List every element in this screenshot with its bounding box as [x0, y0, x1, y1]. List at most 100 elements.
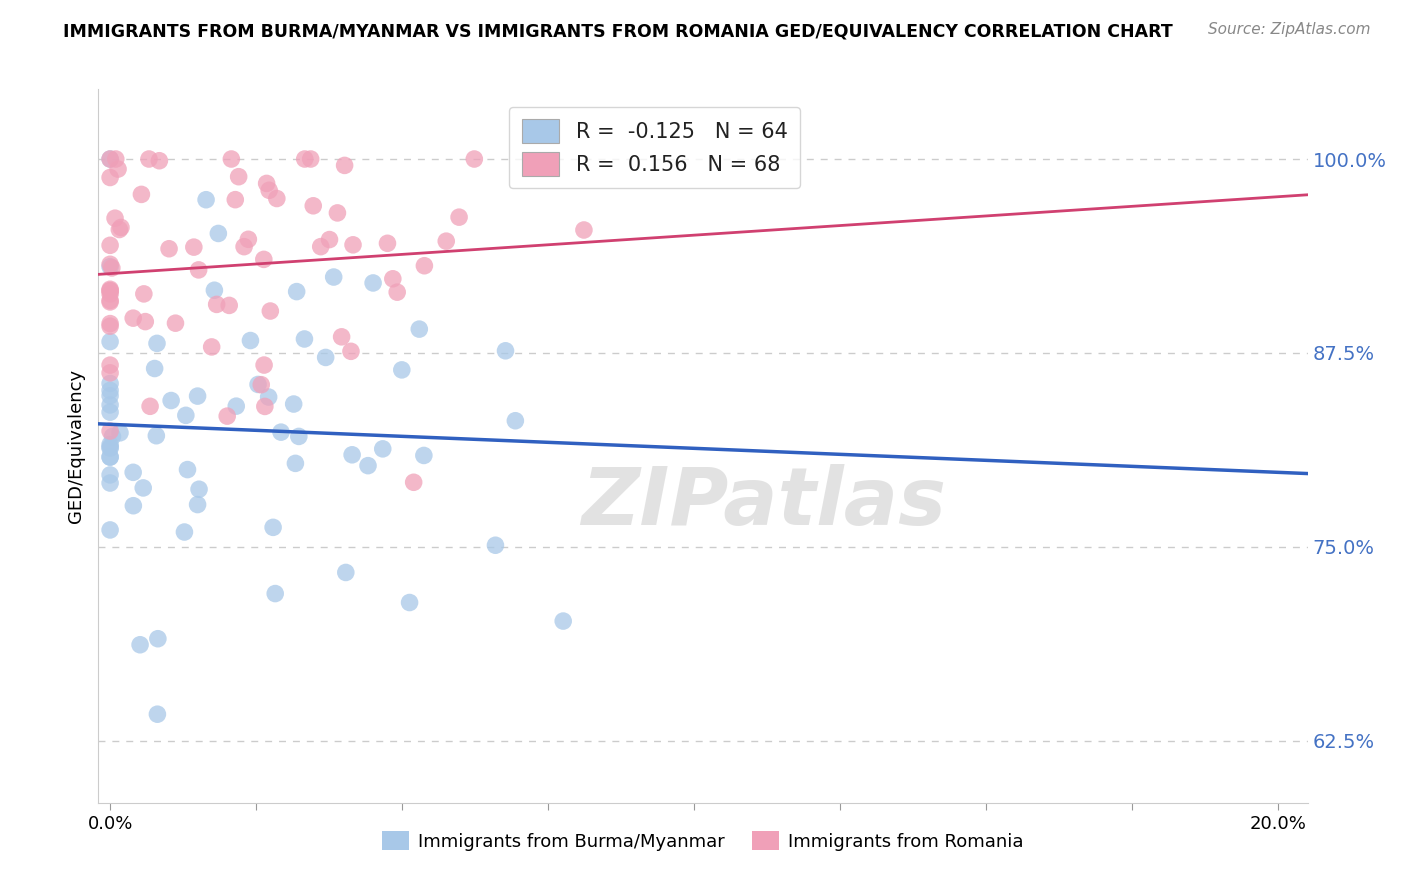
Point — [217, 409, 239, 424]
Point — [463, 152, 485, 166]
Point — [257, 183, 280, 197]
Point — [221, 152, 243, 166]
Point — [187, 498, 209, 512]
Point — [342, 237, 364, 252]
Point — [139, 400, 162, 414]
Point — [340, 344, 363, 359]
Point — [202, 283, 225, 297]
Point — [98, 257, 121, 271]
Point — [484, 538, 506, 552]
Point — [98, 260, 121, 274]
Point — [146, 336, 169, 351]
Point — [104, 211, 127, 226]
Point — [266, 192, 288, 206]
Point — [183, 240, 205, 254]
Point — [98, 398, 121, 412]
Point — [98, 286, 121, 301]
Point — [98, 170, 121, 185]
Point — [413, 259, 436, 273]
Point — [238, 232, 260, 246]
Point — [391, 363, 413, 377]
Point — [335, 566, 357, 580]
Point — [98, 405, 121, 419]
Point — [239, 334, 262, 348]
Point — [224, 193, 246, 207]
Point — [302, 199, 325, 213]
Point — [387, 285, 409, 300]
Text: Source: ZipAtlas.com: Source: ZipAtlas.com — [1208, 22, 1371, 37]
Point — [122, 466, 145, 480]
Point — [148, 153, 170, 168]
Point — [98, 334, 121, 349]
Point — [259, 304, 281, 318]
Point — [270, 425, 292, 439]
Point — [218, 298, 240, 312]
Point — [98, 437, 121, 451]
Point — [205, 297, 228, 311]
Point — [187, 389, 209, 403]
Point — [174, 409, 197, 423]
Point — [381, 272, 404, 286]
Point — [250, 377, 273, 392]
Point — [98, 424, 121, 438]
Point — [318, 233, 340, 247]
Point — [340, 448, 363, 462]
Point — [98, 440, 121, 454]
Point — [326, 206, 349, 220]
Point — [253, 400, 276, 414]
Point — [134, 315, 156, 329]
Point — [108, 425, 131, 440]
Point — [122, 311, 145, 326]
Point — [107, 162, 129, 177]
Point — [264, 586, 287, 600]
Point — [160, 393, 183, 408]
Point — [98, 152, 121, 166]
Point — [553, 614, 575, 628]
Point — [98, 284, 121, 298]
Y-axis label: GED/Equivalency: GED/Equivalency — [66, 369, 84, 523]
Point — [143, 361, 166, 376]
Point — [131, 187, 153, 202]
Point — [98, 450, 121, 464]
Point — [98, 293, 121, 308]
Point — [207, 227, 229, 241]
Point — [572, 223, 595, 237]
Point — [402, 475, 425, 490]
Point — [225, 399, 247, 413]
Point — [495, 343, 517, 358]
Point — [98, 441, 121, 455]
Point — [98, 319, 121, 334]
Point — [257, 390, 280, 404]
Point — [333, 158, 356, 172]
Point — [145, 428, 167, 442]
Point — [288, 429, 311, 443]
Point — [98, 476, 121, 491]
Point — [188, 482, 211, 496]
Point — [98, 284, 121, 298]
Point — [110, 220, 132, 235]
Point — [256, 177, 278, 191]
Point — [330, 330, 353, 344]
Point — [408, 322, 430, 336]
Point — [434, 234, 457, 248]
Point — [122, 499, 145, 513]
Point — [146, 632, 169, 646]
Point — [98, 282, 121, 296]
Point — [262, 520, 284, 534]
Point — [165, 316, 187, 330]
Point — [309, 239, 332, 253]
Point — [285, 285, 308, 299]
Point — [98, 467, 121, 482]
Point — [104, 152, 127, 166]
Point — [132, 481, 155, 495]
Point — [98, 366, 121, 380]
Point — [377, 236, 399, 251]
Point — [98, 238, 121, 252]
Point — [322, 270, 344, 285]
Point — [449, 210, 471, 224]
Point — [146, 707, 169, 722]
Point — [98, 358, 121, 372]
Point — [101, 260, 124, 275]
Point — [98, 317, 121, 331]
Point — [98, 389, 121, 403]
